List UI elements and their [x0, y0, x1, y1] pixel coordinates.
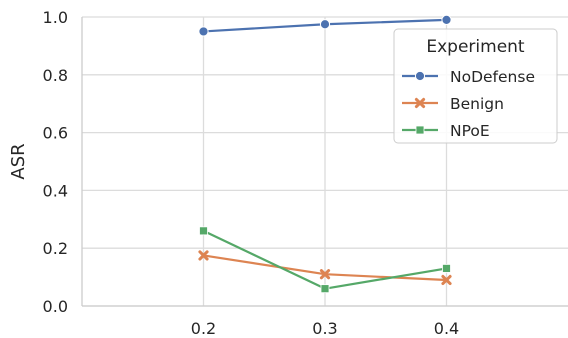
legend-marker-npoe	[415, 125, 425, 135]
data-point-npoe	[199, 226, 208, 236]
legend-item-npoe: NPoE	[402, 122, 490, 140]
legend-marker-nodefense	[414, 70, 426, 82]
series-npoe	[199, 226, 451, 294]
data-point-nodefense	[198, 26, 209, 37]
legend: Experiment NoDefense Benign NPoE	[393, 28, 558, 144]
x-tick-label: 0.4	[434, 319, 459, 338]
x-marker-stroke	[319, 269, 331, 280]
x-axis-ticks: 0.2 0.3 0.4	[191, 319, 459, 338]
data-point-npoe	[320, 284, 330, 294]
legend-item-benign: Benign	[402, 95, 504, 113]
series-benign	[198, 250, 452, 286]
legend-label-benign: Benign	[450, 95, 504, 113]
y-axis-ticks: 0.0 0.2 0.4 0.6 0.8 1.0	[43, 8, 68, 316]
series-nodefense	[198, 14, 452, 37]
y-tick-label: 0.4	[43, 181, 68, 200]
x-tick-label: 0.2	[191, 319, 216, 338]
legend-title: Experiment	[426, 37, 525, 57]
y-tick-label: 0.0	[43, 297, 68, 316]
data-point-nodefense	[441, 14, 452, 25]
axis-spines	[81, 17, 568, 307]
y-tick-label: 0.8	[43, 66, 68, 85]
x-tick-label: 0.3	[312, 319, 337, 338]
legend-box	[393, 28, 558, 144]
legend-label-nodefense: NoDefense	[450, 68, 535, 86]
legend-item-nodefense: NoDefense	[402, 68, 535, 86]
data-point-npoe	[442, 264, 451, 273]
data-point-benign	[319, 269, 331, 280]
y-axis-label: ASR	[8, 143, 29, 179]
series-layer	[198, 14, 452, 294]
x-marker-stroke	[198, 250, 209, 261]
y-tick-label: 1.0	[43, 8, 68, 27]
data-point-benign	[441, 274, 452, 286]
y-tick-label: 0.6	[43, 124, 68, 143]
y-tick-label: 0.2	[43, 239, 68, 258]
data-point-nodefense	[319, 19, 331, 30]
x-marker-stroke	[441, 274, 452, 286]
legend-label-npoe: NPoE	[450, 122, 490, 140]
data-point-benign	[198, 250, 209, 261]
legend-marker-benign	[414, 97, 426, 109]
x-marker-stroke	[414, 97, 426, 109]
